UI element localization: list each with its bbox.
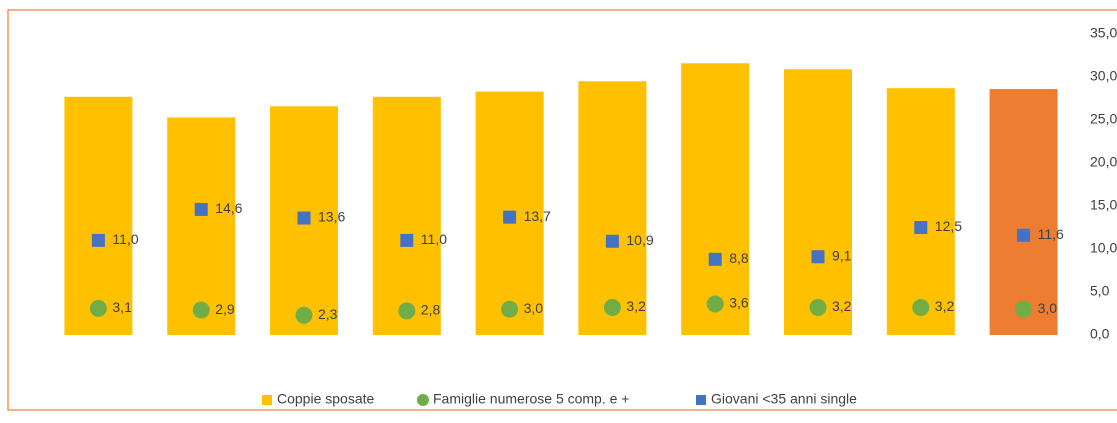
data-label: 2,3 <box>318 306 338 322</box>
data-label: 11,0 <box>421 231 447 247</box>
legend-swatch <box>262 395 272 405</box>
square-marker <box>400 233 414 247</box>
y2-tick-label: 5,0 <box>1090 283 1110 299</box>
circle-marker <box>192 301 210 319</box>
legend-label: Giovani <35 anni single <box>711 391 857 407</box>
circle-marker <box>501 300 519 318</box>
square-marker <box>605 234 619 248</box>
legend-swatch <box>696 395 706 405</box>
bar <box>681 63 750 336</box>
y2-tick-label: 30,0 <box>1090 68 1117 84</box>
square-marker <box>194 202 208 216</box>
data-label: 2,9 <box>215 301 235 317</box>
y2-tick-label: 15,0 <box>1090 197 1117 213</box>
data-label: 9,1 <box>832 247 852 263</box>
circle-marker <box>1015 300 1033 318</box>
data-label: 8,8 <box>729 250 749 266</box>
data-label: 2,8 <box>421 302 441 318</box>
circle-marker <box>706 295 724 313</box>
bar <box>578 81 647 335</box>
circle-marker <box>89 299 107 317</box>
square-marker <box>503 210 517 224</box>
legend-label: Coppie sposate <box>277 391 375 407</box>
square-marker <box>1017 228 1031 242</box>
data-label: 11,0 <box>112 231 138 247</box>
square-marker <box>708 252 722 266</box>
bar <box>989 89 1058 335</box>
square-marker <box>811 250 825 264</box>
circle-marker <box>398 302 416 320</box>
data-label: 3,1 <box>112 299 132 315</box>
legend-swatch <box>417 394 429 406</box>
data-label: 3,0 <box>524 300 544 316</box>
data-label: 11,6 <box>1038 226 1064 242</box>
square-marker <box>297 211 311 225</box>
y2-tick-label: 20,0 <box>1090 154 1117 170</box>
y2-tick-label: 25,0 <box>1090 111 1117 127</box>
legend-label: Famiglie numerose 5 comp. e + <box>433 391 629 407</box>
bar <box>886 88 955 336</box>
data-label: 3,2 <box>626 298 646 314</box>
data-label: 3,2 <box>935 298 955 314</box>
data-label: 12,5 <box>935 218 962 234</box>
bar <box>784 69 852 335</box>
data-label: 3,6 <box>729 295 749 311</box>
data-label: 3,2 <box>832 298 852 314</box>
data-label: 13,6 <box>318 209 345 225</box>
bar <box>372 96 441 335</box>
y2-tick-label: 0,0 <box>1090 326 1110 342</box>
data-label: 14,6 <box>215 200 242 216</box>
circle-marker <box>809 298 827 316</box>
data-label: 13,7 <box>524 208 551 224</box>
bar <box>64 96 133 335</box>
y2-tick-label: 10,0 <box>1090 240 1117 256</box>
circle-marker <box>912 298 930 316</box>
data-label: 3,0 <box>1038 300 1058 316</box>
y2-tick-label: 35,0 <box>1090 25 1117 41</box>
chart-frame <box>7 9 1117 411</box>
data-label: 10,9 <box>626 232 653 248</box>
circle-marker <box>603 298 621 316</box>
square-marker <box>91 233 105 247</box>
square-marker <box>914 221 928 234</box>
circle-marker <box>295 306 313 324</box>
bar <box>167 117 236 335</box>
